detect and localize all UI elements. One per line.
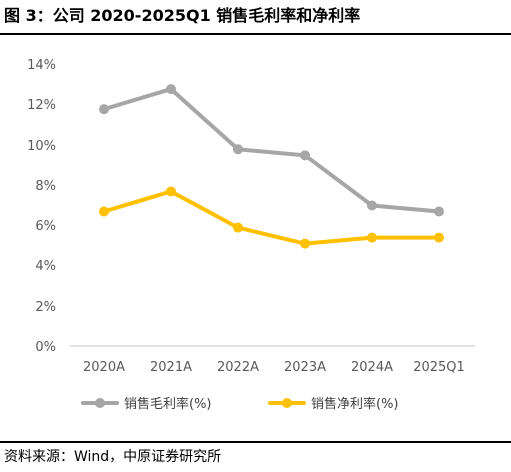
y-axis: 14% 12% 10% 8% 6% 4% 2% 0% [27,58,56,355]
data-point-0-1 [166,84,176,95]
y-tick-label: 8% [35,179,56,194]
data-point-0-2 [233,144,243,155]
data-point-1-4 [367,232,377,243]
x-tick-label: 2025Q1 [413,360,465,375]
x-tick-label: 2020A [83,360,125,375]
x-tick-label: 2021A [150,360,192,375]
legend-label: 销售净利率(%) [311,396,399,412]
data-point-0-0 [99,104,109,115]
title-rule [0,33,511,35]
y-tick-label: 6% [35,219,56,234]
series-line-0 [103,87,440,214]
data-point-0-3 [300,150,310,161]
x-axis: 2020A 2021A 2022A 2023A 2024A 2025Q1 [83,360,465,375]
legend-swatch-marker [95,398,105,408]
y-tick-label: 14% [27,58,56,73]
x-tick-label: 2023A [284,360,326,375]
legend-swatch-marker [282,398,292,408]
data-point-0-5 [434,206,444,217]
y-tick-label: 12% [27,98,56,113]
source-rule [0,441,511,443]
data-point-1-3 [300,238,310,249]
data-point-1-0 [99,206,109,217]
legend-item-gross-margin: 销售毛利率(%) [81,396,212,412]
source-note: 资料来源：Wind，中原证券研究所 [4,449,222,465]
y-tick-label: 10% [27,139,56,154]
series-layer [99,84,444,249]
data-point-1-2 [233,222,243,233]
y-tick-label: 0% [35,340,56,355]
figure-title: 图 3：公司 2020-2025Q1 销售毛利率和净利率 [4,6,361,25]
legend-label: 销售毛利率(%) [124,396,212,412]
line-chart: 14% 12% 10% 8% 6% 4% 2% 0% 2020A 2021A 2… [27,58,475,412]
legend-item-net-margin: 销售净利率(%) [268,396,399,412]
y-tick-label: 4% [35,259,56,274]
data-point-1-5 [434,232,444,243]
x-tick-label: 2022A [217,360,259,375]
series-line-1 [103,189,439,246]
y-tick-label: 2% [35,300,56,315]
data-point-0-4 [367,200,377,211]
legend: 销售毛利率(%) 销售净利率(%) [81,396,399,412]
data-point-1-1 [166,186,176,197]
x-tick-label: 2024A [351,360,393,375]
